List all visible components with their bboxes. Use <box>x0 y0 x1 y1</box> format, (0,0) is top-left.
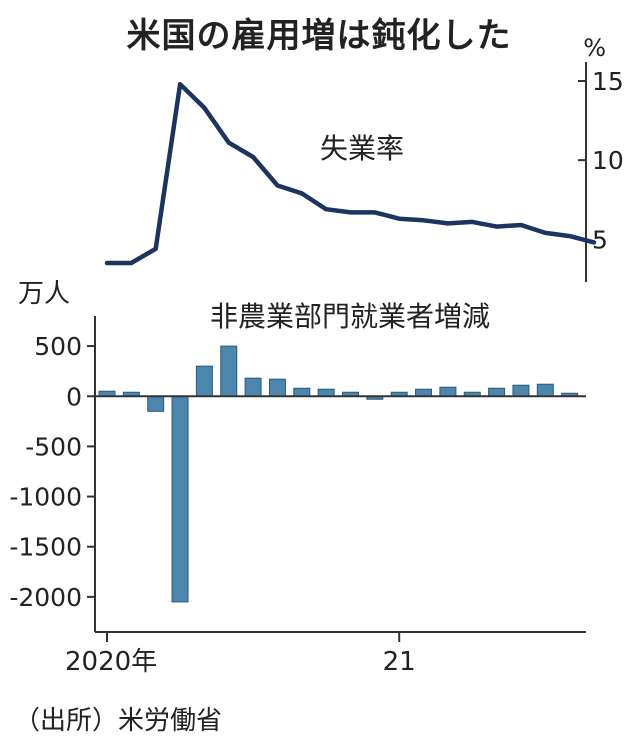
payrolls-bar <box>536 383 554 397</box>
unemployment-y-tick-label: 10 <box>592 146 624 175</box>
payrolls-bar <box>317 388 335 397</box>
payrolls-bar <box>439 386 457 397</box>
source-note: （出所）米労働省 <box>14 706 223 736</box>
payrolls-unit-label: 万人 <box>18 279 70 309</box>
payrolls-series-label: 非農業部門就業者増減 <box>210 300 490 333</box>
chart-title: 米国の雇用増は鈍化した <box>126 16 512 56</box>
payrolls-bar <box>512 384 530 397</box>
payrolls-bar <box>268 378 286 397</box>
payrolls-bar <box>220 345 238 397</box>
unemployment-panel: % 失業率 5 10 15 <box>104 34 624 282</box>
payrolls-y-tick-label: -500 <box>25 432 82 461</box>
payrolls-y-tick-label: -1500 <box>9 533 82 562</box>
payrolls-y-tick-label: 0 <box>66 382 82 411</box>
unemployment-y-tick-label: 5 <box>592 225 608 254</box>
payrolls-x-tick-label: 2020年 <box>65 647 157 677</box>
payrolls-bar <box>293 387 311 397</box>
payrolls-bar <box>415 388 433 397</box>
payrolls-bar <box>244 377 262 397</box>
unemployment-y-tick-label: 15 <box>592 67 624 96</box>
payrolls-y-tick-label: -2000 <box>9 583 82 612</box>
unemployment-unit-label: % <box>583 34 606 62</box>
payrolls-bar <box>147 395 165 412</box>
payrolls-panel: 万人 非農業部門就業者増減 500 0 -500 -1000 -1500 -2000 20… <box>9 279 586 677</box>
payrolls-x-tick-label: 21 <box>383 647 416 677</box>
payrolls-y-tick-label: -1000 <box>9 483 82 512</box>
payrolls-bar <box>171 395 189 603</box>
unemployment-series-label: 失業率 <box>320 132 404 165</box>
payrolls-bar <box>195 365 213 397</box>
payrolls-bar <box>488 387 506 397</box>
unemployment-line <box>104 81 597 266</box>
payrolls-y-tick-label: 500 <box>34 332 82 361</box>
